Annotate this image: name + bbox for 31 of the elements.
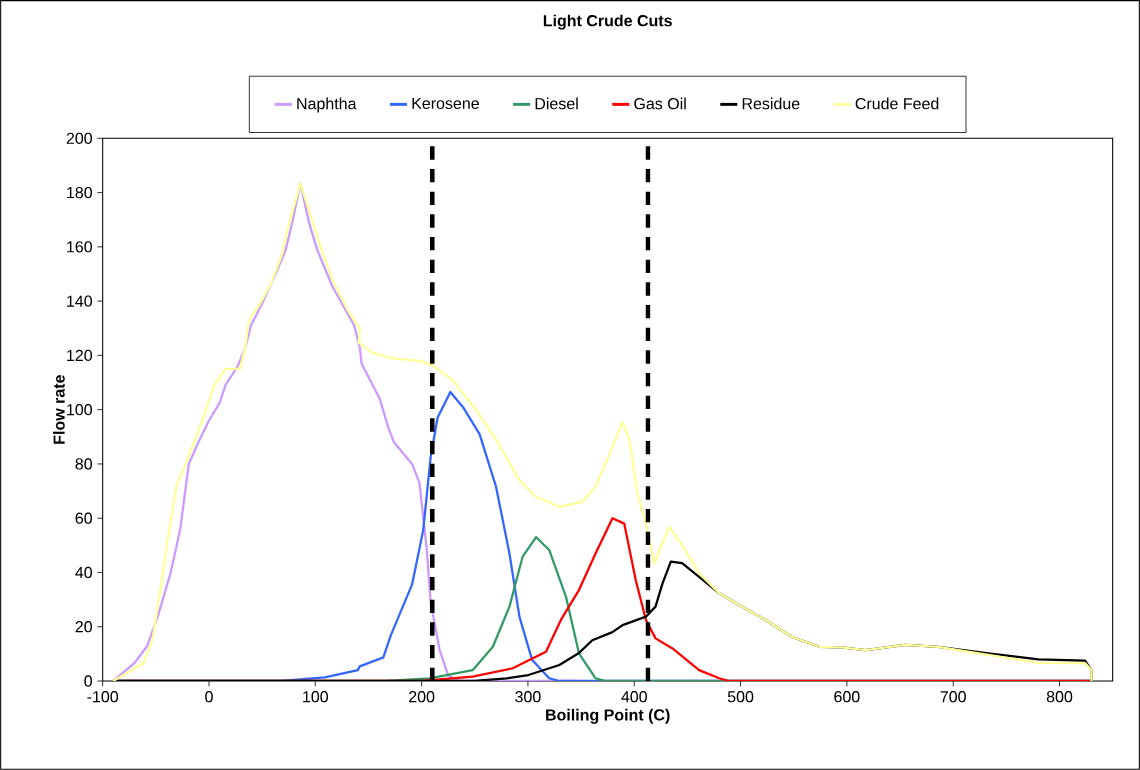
y-tick-label: 40 [75, 566, 93, 579]
x-tick-label: 600 [834, 691, 860, 703]
y-axis-title: Flow rate [53, 375, 65, 444]
x-tick-label: 0 [205, 691, 213, 703]
y-tick-label: 180 [67, 186, 92, 199]
x-tick-label: 200 [409, 691, 435, 703]
x-axis-title: Boiling Point (C) [546, 708, 670, 724]
y-tick-label: 200 [66, 132, 92, 144]
y-tick-label: 0 [84, 675, 93, 687]
legend-label: Crude Feed [855, 97, 939, 110]
y-tick-label: 80 [75, 458, 93, 470]
chart-title: Light Crude Cuts [543, 14, 672, 30]
legend-label: Naphtha [297, 97, 357, 113]
x-tick-label: 100 [303, 691, 329, 703]
legend-label: Kerosene [412, 97, 479, 110]
x-tick-label: 500 [727, 691, 754, 703]
x-tick-label: -100 [87, 691, 119, 703]
y-tick-label: 120 [67, 349, 92, 362]
x-tick-label: 300 [515, 691, 541, 703]
y-tick-label: 20 [75, 621, 93, 633]
legend-label: Diesel [535, 97, 578, 110]
y-tick-label: 100 [67, 404, 92, 416]
y-tick-label: 60 [75, 512, 93, 524]
line-series [112, 181, 1093, 681]
legend-label: Residue [742, 97, 800, 110]
legend-label: Gas Oil [634, 97, 686, 110]
y-tick-label: 160 [67, 241, 92, 253]
x-tick-label: 700 [940, 691, 966, 703]
x-tick-label: 400 [621, 691, 647, 703]
x-tick-label: 800 [1046, 691, 1073, 703]
y-tick-label: 140 [67, 295, 92, 307]
